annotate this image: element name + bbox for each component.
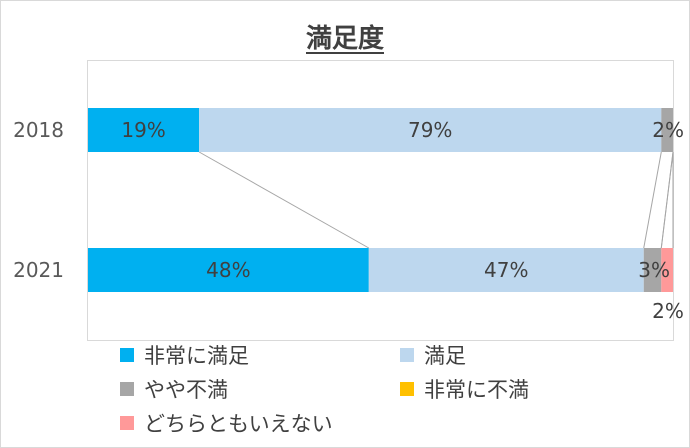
legend-swatch-1 bbox=[400, 348, 414, 362]
legend-swatch-4 bbox=[120, 416, 134, 430]
legend-swatch-0 bbox=[120, 348, 134, 362]
legend-label-1: 満足 bbox=[424, 344, 466, 368]
legend-swatch-3 bbox=[400, 382, 414, 396]
bar-2018-series-2 bbox=[661, 108, 673, 152]
legend-label-3: 非常に不満 bbox=[424, 378, 529, 402]
data-label-2018-series-0: 19% bbox=[121, 118, 165, 142]
legend-label-4: どちらともいえない bbox=[144, 412, 333, 436]
series-line-1 bbox=[643, 151, 662, 249]
bar-2021-series-0 bbox=[88, 248, 369, 292]
series-line-0 bbox=[198, 151, 370, 249]
data-label-2018-series-1: 79% bbox=[408, 118, 452, 142]
bar-2021-series-2 bbox=[643, 248, 662, 292]
series-line-3 bbox=[660, 151, 674, 249]
bar-2021-series-4 bbox=[661, 248, 673, 292]
data-label-2021-series-2: 3% bbox=[638, 258, 670, 282]
bar-2018-series-1 bbox=[199, 108, 662, 152]
bar-2021-series-1 bbox=[368, 248, 644, 292]
chart-title: 満足度 bbox=[306, 23, 384, 54]
legend-label-2: やや不満 bbox=[144, 378, 228, 402]
category-label-2021: 2021 bbox=[13, 258, 64, 282]
data-label-2021-series-0: 48% bbox=[206, 258, 250, 282]
category-label-2018: 2018 bbox=[13, 118, 64, 142]
data-label-2021-series-4: 2% bbox=[652, 299, 684, 323]
data-label-2021-series-1: 47% bbox=[484, 258, 528, 282]
legend-swatch-2 bbox=[120, 382, 134, 396]
bar-2018-series-0 bbox=[88, 108, 200, 152]
legend-label-0: 非常に満足 bbox=[144, 344, 249, 368]
data-label-2018-series-2: 2% bbox=[652, 118, 684, 142]
